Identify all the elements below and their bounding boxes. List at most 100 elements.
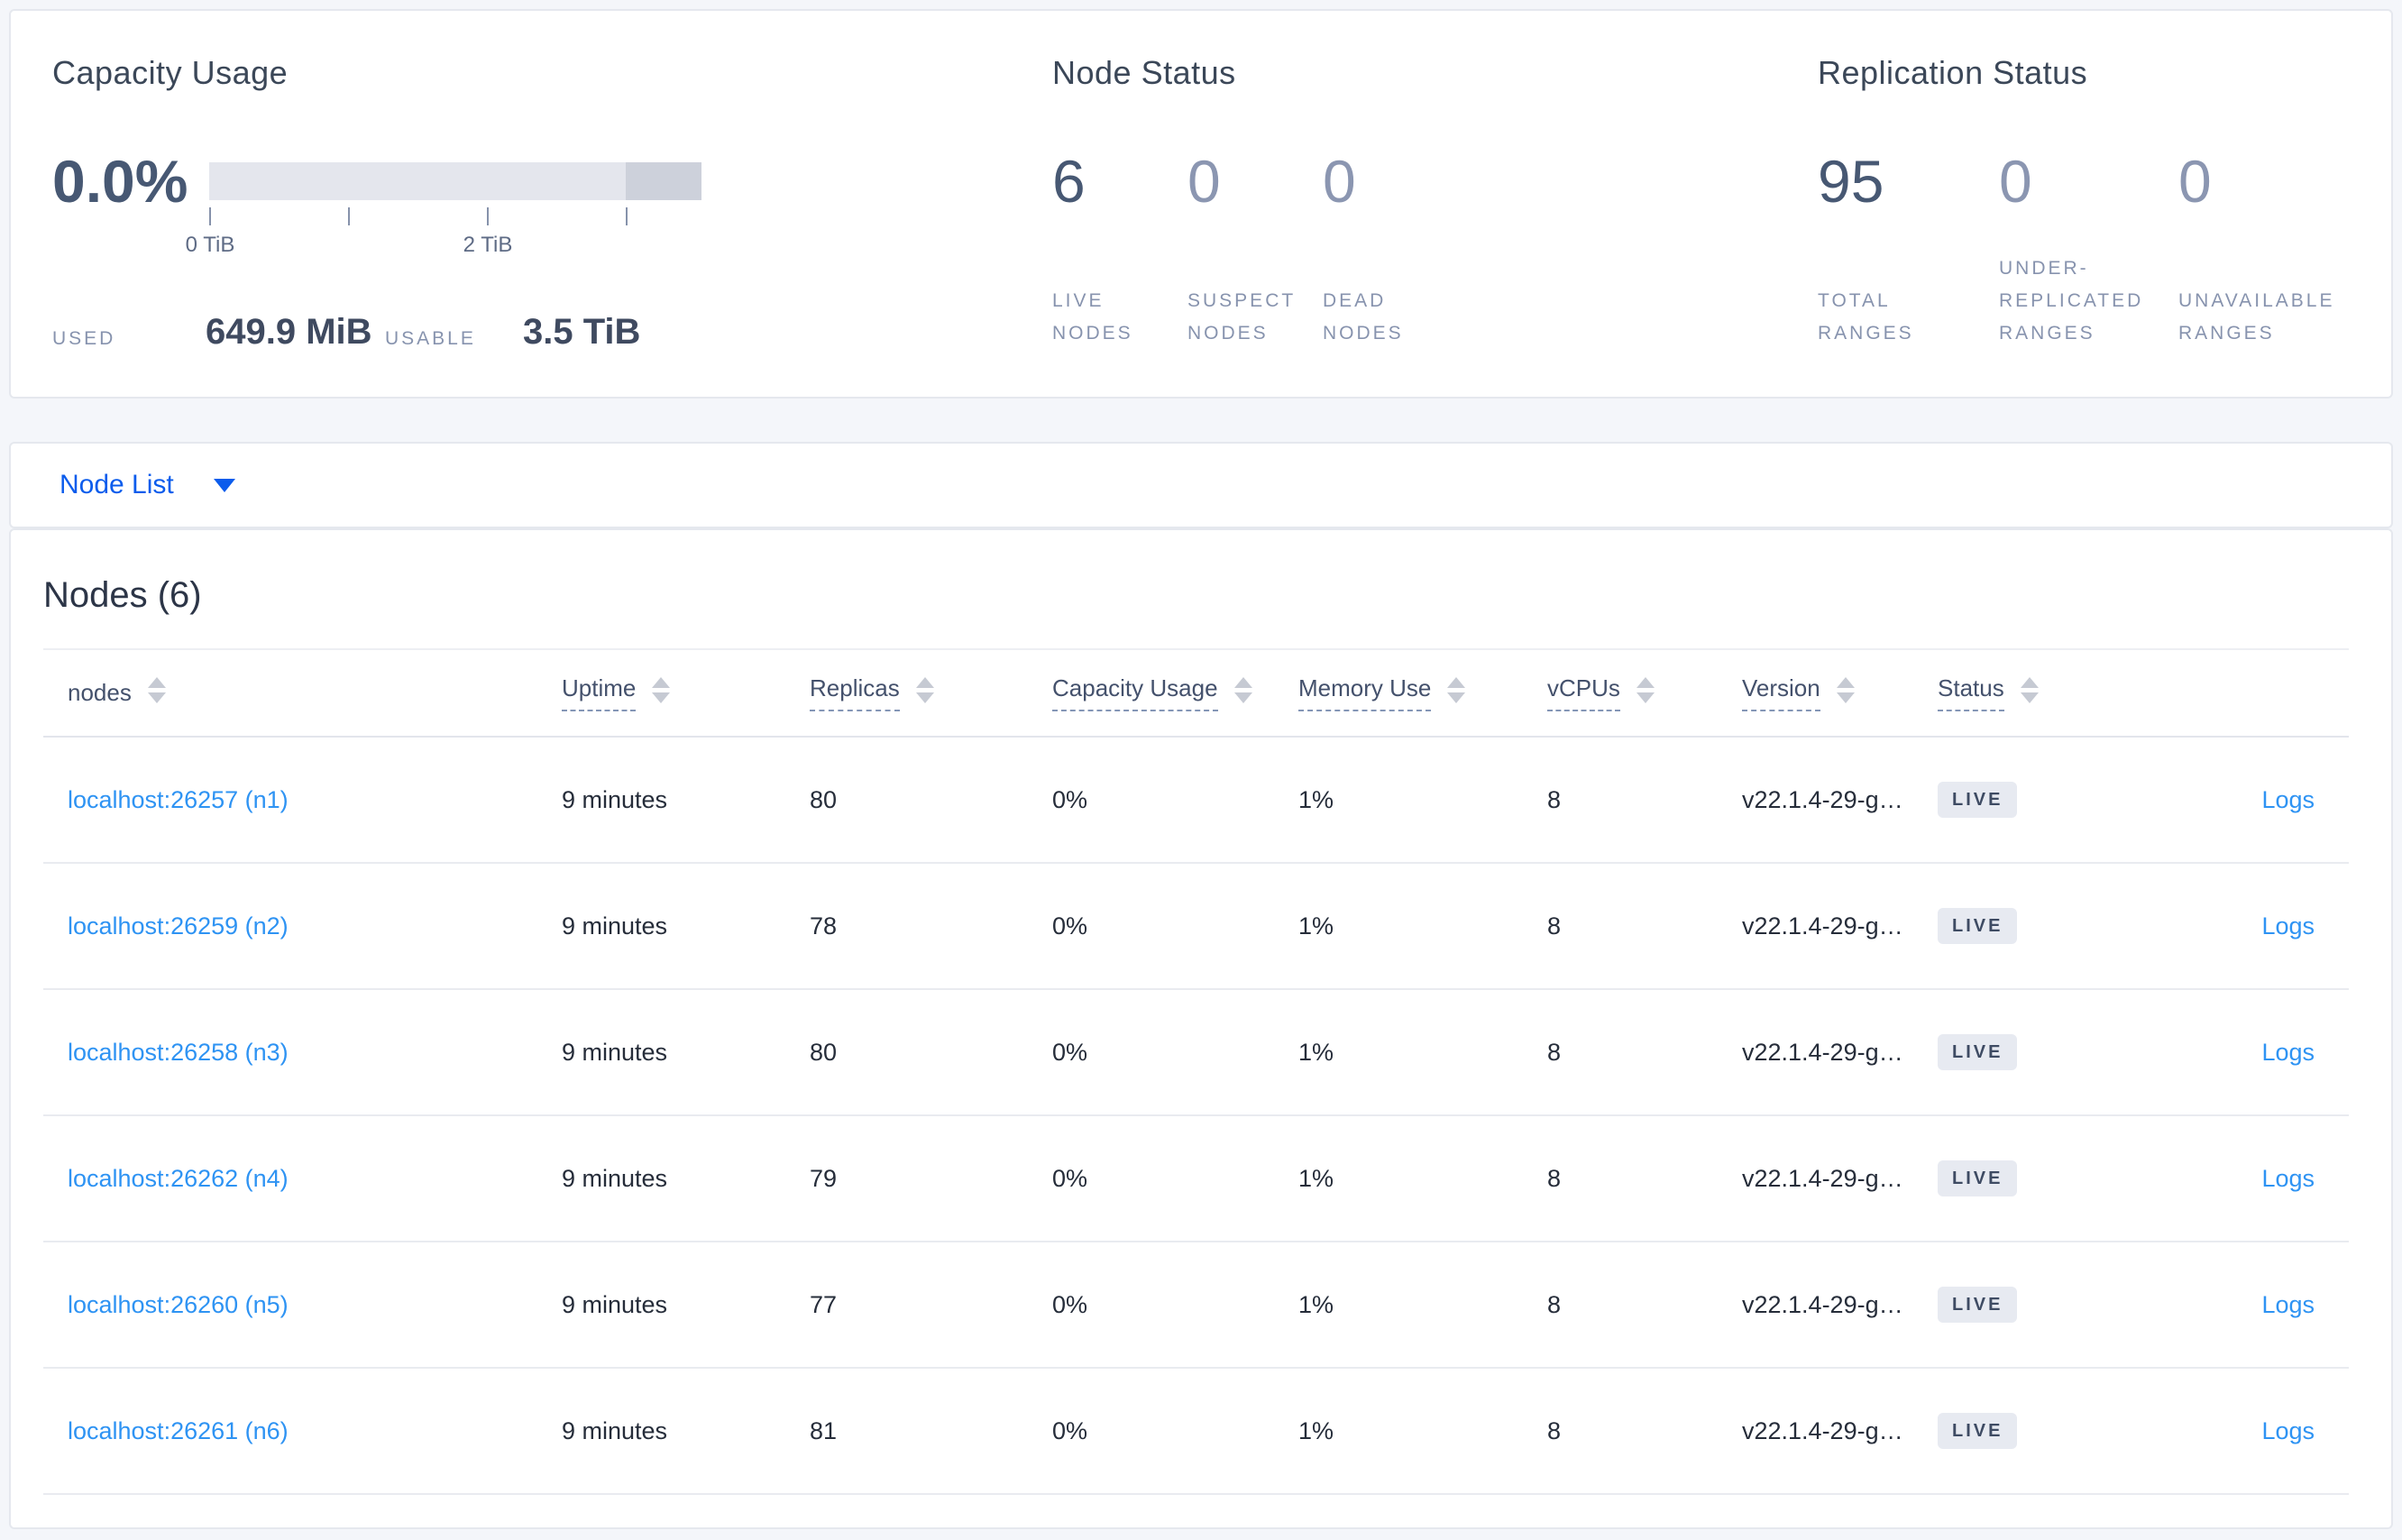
uptime-cell: 9 minutes <box>562 785 668 813</box>
memory-cell: 1% <box>1298 1164 1334 1192</box>
logs-link[interactable]: Logs <box>2261 1416 2315 1444</box>
version-cell: v22.1.4-29-g… <box>1742 1164 1903 1192</box>
table-header-row: nodes Uptime Replicas Capacity Usage Mem… <box>43 648 2349 738</box>
status-badge: LIVE <box>1938 1034 2018 1070</box>
capacity-cell: 0% <box>1052 912 1088 940</box>
node-link[interactable]: localhost:26257 (n1) <box>68 785 289 813</box>
uptime-cell: 9 minutes <box>562 1038 668 1066</box>
table-row: localhost:26257 (n1) 9 minutes 80 0% 1% … <box>43 738 2349 864</box>
nodes-table-heading: Nodes (6) <box>43 575 202 615</box>
sort-icon <box>1836 677 1855 703</box>
version-cell: v22.1.4-29-g… <box>1742 1416 1903 1444</box>
column-header-uptime[interactable]: Uptime <box>562 674 810 711</box>
capacity-bar-track <box>209 162 701 200</box>
used-label: USED <box>52 328 116 349</box>
logs-link[interactable]: Logs <box>2261 912 2315 940</box>
unavailable-ranges-count: 0 <box>2178 148 2212 215</box>
live-nodes-label: LIVE NODES <box>1052 290 1133 344</box>
replicas-cell: 80 <box>810 785 838 813</box>
capacity-axis-tick <box>348 207 350 225</box>
usable-label: USABLE <box>385 328 476 349</box>
status-badge: LIVE <box>1938 1413 2018 1449</box>
node-link[interactable]: localhost:26260 (n5) <box>68 1290 289 1318</box>
status-badge: LIVE <box>1938 1287 2018 1323</box>
version-cell: v22.1.4-29-g… <box>1742 1290 1903 1318</box>
column-header-memory-use[interactable]: Memory Use <box>1298 674 1547 711</box>
replication-status-title: Replication Status <box>1818 54 2088 91</box>
live-nodes-count: 6 <box>1052 148 1086 215</box>
memory-cell: 1% <box>1298 912 1334 940</box>
table-row: localhost:26261 (n6) 9 minutes 81 0% 1% … <box>43 1369 2349 1495</box>
sort-icon <box>652 677 671 703</box>
vcpus-cell: 8 <box>1547 785 1562 813</box>
capacity-axis-tick <box>209 207 211 225</box>
version-cell: v22.1.4-29-g… <box>1742 785 1903 813</box>
sort-icon <box>1636 677 1655 703</box>
capacity-axis-tick <box>626 207 628 225</box>
under-replicated-ranges-label: UNDER-REPLICATED RANGES <box>1999 258 2144 344</box>
vcpus-cell: 8 <box>1547 1416 1562 1444</box>
capacity-cell: 0% <box>1052 1038 1088 1066</box>
column-header-nodes[interactable]: nodes <box>43 677 562 707</box>
status-badge: LIVE <box>1938 782 2018 818</box>
logs-link[interactable]: Logs <box>2261 1164 2315 1192</box>
column-header-status[interactable]: Status <box>1938 674 2157 711</box>
column-header-vcpus[interactable]: vCPUs <box>1547 674 1742 711</box>
capacity-axis-tick <box>487 207 489 225</box>
capacity-usage-title: Capacity Usage <box>52 54 289 91</box>
capacity-cell: 0% <box>1052 1164 1088 1192</box>
column-header-version[interactable]: Version <box>1742 674 1938 711</box>
unavailable-ranges-label: UNAVAILABLE RANGES <box>2178 290 2335 344</box>
table-row: localhost:26258 (n3) 9 minutes 80 0% 1% … <box>43 990 2349 1116</box>
logs-link[interactable]: Logs <box>2261 1290 2315 1318</box>
vcpus-cell: 8 <box>1547 912 1562 940</box>
usable-value: 3.5 TiB <box>523 312 641 352</box>
node-link[interactable]: localhost:26262 (n4) <box>68 1164 289 1192</box>
used-value: 649.9 MiB <box>206 312 372 352</box>
vcpus-cell: 8 <box>1547 1290 1562 1318</box>
memory-cell: 1% <box>1298 1038 1334 1066</box>
version-cell: v22.1.4-29-g… <box>1742 1038 1903 1066</box>
dead-nodes-count: 0 <box>1323 148 1356 215</box>
capacity-axis-label-2: 2 TiB <box>463 233 513 257</box>
memory-cell: 1% <box>1298 1290 1334 1318</box>
memory-cell: 1% <box>1298 785 1334 813</box>
uptime-cell: 9 minutes <box>562 912 668 940</box>
node-link[interactable]: localhost:26259 (n2) <box>68 912 289 940</box>
node-list-dropdown[interactable]: Node List <box>11 444 335 527</box>
column-header-replicas[interactable]: Replicas <box>810 674 1052 711</box>
suspect-nodes-count: 0 <box>1187 148 1221 215</box>
vcpus-cell: 8 <box>1547 1164 1562 1192</box>
sort-icon <box>915 677 934 703</box>
total-ranges-label: TOTAL RANGES <box>1818 290 1914 344</box>
status-badge: LIVE <box>1938 1160 2018 1196</box>
logs-link[interactable]: Logs <box>2261 785 2315 813</box>
table-row: localhost:26260 (n5) 9 minutes 77 0% 1% … <box>43 1242 2349 1369</box>
total-ranges-count: 95 <box>1818 148 1884 215</box>
replicas-cell: 77 <box>810 1290 838 1318</box>
node-list-dropdown-label: Node List <box>60 470 174 500</box>
capacity-bar-dark-segment <box>626 162 701 200</box>
replicas-cell: 79 <box>810 1164 838 1192</box>
capacity-usage-percent: 0.0% <box>52 148 188 215</box>
node-list-dropdown-bar: Node List <box>9 442 2393 528</box>
node-link[interactable]: localhost:26258 (n3) <box>68 1038 289 1066</box>
uptime-cell: 9 minutes <box>562 1290 668 1318</box>
sort-icon <box>2020 677 2039 703</box>
logs-link[interactable]: Logs <box>2261 1038 2315 1066</box>
memory-cell: 1% <box>1298 1416 1334 1444</box>
capacity-cell: 0% <box>1052 1416 1088 1444</box>
replicas-cell: 80 <box>810 1038 838 1066</box>
table-row: localhost:26262 (n4) 9 minutes 79 0% 1% … <box>43 1116 2349 1242</box>
vcpus-cell: 8 <box>1547 1038 1562 1066</box>
chevron-down-icon <box>213 478 235 492</box>
node-link[interactable]: localhost:26261 (n6) <box>68 1416 289 1444</box>
sort-icon <box>1233 677 1252 703</box>
capacity-cell: 0% <box>1052 1290 1088 1318</box>
uptime-cell: 9 minutes <box>562 1164 668 1192</box>
sort-icon <box>147 677 166 703</box>
under-replicated-ranges-count: 0 <box>1999 148 2032 215</box>
uptime-cell: 9 minutes <box>562 1416 668 1444</box>
node-status-title: Node Status <box>1052 54 1236 91</box>
column-header-capacity-usage[interactable]: Capacity Usage <box>1052 674 1298 711</box>
